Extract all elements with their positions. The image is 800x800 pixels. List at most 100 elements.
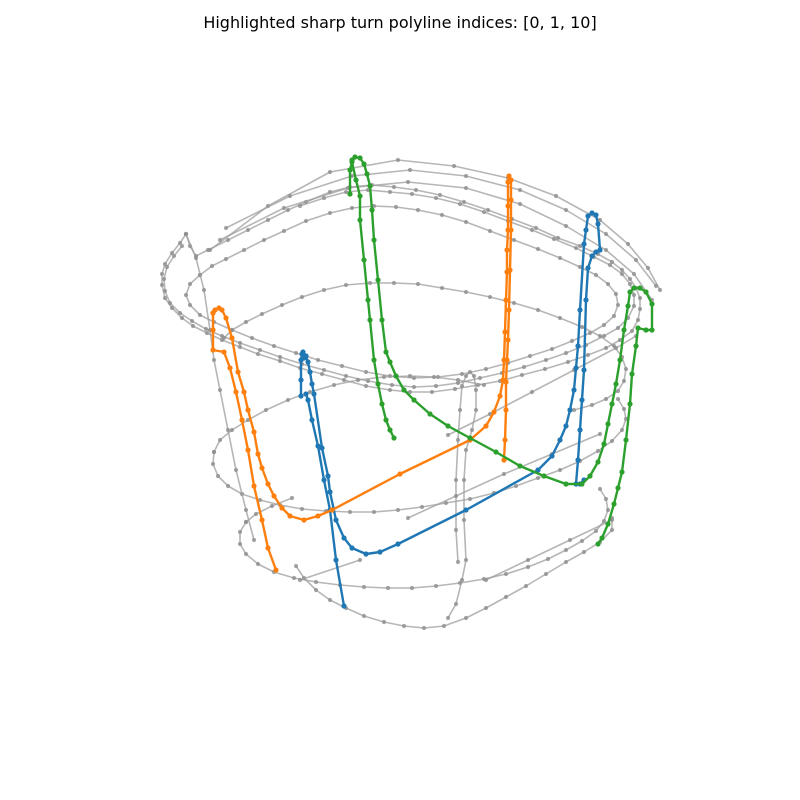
highlighted-point bbox=[210, 310, 216, 316]
highlighted-point bbox=[251, 483, 257, 489]
background-point bbox=[635, 317, 641, 323]
highlighted-point bbox=[353, 177, 359, 183]
background-point bbox=[563, 350, 569, 356]
highlighted-point bbox=[623, 437, 629, 443]
background-point bbox=[653, 283, 659, 289]
background-point bbox=[265, 217, 271, 223]
background-point bbox=[285, 207, 291, 213]
background-point bbox=[487, 294, 493, 300]
highlighted-point bbox=[349, 545, 355, 551]
background-point bbox=[183, 292, 189, 298]
background-point bbox=[601, 333, 607, 339]
highlighted-point bbox=[507, 267, 513, 273]
highlighted-point bbox=[371, 237, 377, 243]
highlighted-point bbox=[579, 481, 585, 487]
highlighted-point bbox=[599, 535, 605, 541]
background-polyline bbox=[245, 497, 293, 523]
highlighted-point bbox=[633, 343, 639, 349]
background-polyline bbox=[295, 518, 613, 629]
background-point bbox=[615, 302, 621, 308]
background-point bbox=[631, 303, 637, 309]
highlighted-point bbox=[371, 357, 377, 363]
highlighted-point bbox=[333, 517, 339, 523]
background-point bbox=[321, 287, 327, 293]
background-point bbox=[197, 312, 203, 318]
highlighted-point bbox=[251, 429, 257, 435]
background-point bbox=[535, 307, 541, 313]
highlighted-point bbox=[504, 357, 510, 363]
highlighted-point bbox=[309, 381, 315, 387]
highlighted-point bbox=[341, 535, 347, 541]
highlighted-point bbox=[567, 407, 573, 413]
background-point bbox=[603, 247, 609, 253]
highlighted-point bbox=[577, 307, 583, 313]
background-point bbox=[603, 231, 609, 237]
background-point bbox=[367, 280, 373, 286]
highlighted-point bbox=[273, 567, 279, 573]
highlighted-point bbox=[615, 485, 621, 491]
background-point bbox=[597, 431, 603, 437]
highlighted-point bbox=[579, 397, 585, 403]
background-point bbox=[631, 292, 637, 298]
background-point bbox=[381, 374, 387, 380]
background-point bbox=[431, 374, 437, 380]
background-point bbox=[481, 382, 487, 388]
background-point bbox=[459, 371, 465, 377]
background-point bbox=[385, 585, 391, 591]
background-point bbox=[363, 383, 369, 389]
highlighted-point bbox=[301, 517, 307, 523]
highlighted-point bbox=[619, 469, 625, 475]
highlighted-point bbox=[503, 297, 509, 303]
highlighted-point bbox=[497, 393, 503, 399]
background-point bbox=[459, 383, 465, 389]
highlighted-point bbox=[563, 481, 569, 487]
background-point bbox=[307, 389, 313, 395]
background-point bbox=[543, 571, 549, 577]
highlighted-point bbox=[387, 359, 393, 365]
background-point bbox=[607, 262, 613, 268]
background-point bbox=[413, 187, 419, 193]
background-polyline bbox=[213, 375, 485, 453]
highlighted-point bbox=[637, 285, 643, 291]
highlighted-point bbox=[617, 357, 623, 363]
background-point bbox=[525, 564, 531, 570]
highlighted-point bbox=[605, 421, 611, 427]
highlighted-point bbox=[649, 327, 655, 333]
background-point bbox=[409, 191, 415, 197]
background-point bbox=[343, 373, 349, 379]
background-point bbox=[455, 559, 461, 565]
background-point bbox=[319, 371, 325, 377]
background-point bbox=[637, 295, 643, 301]
background-point bbox=[535, 246, 541, 252]
background-point bbox=[529, 227, 535, 233]
background-point bbox=[327, 169, 333, 175]
background-point bbox=[281, 205, 287, 211]
background-point bbox=[637, 306, 643, 312]
highlighted-point bbox=[549, 453, 555, 459]
background-point bbox=[463, 185, 469, 191]
background-point bbox=[187, 302, 193, 308]
highlighted-point bbox=[303, 391, 309, 397]
background-point bbox=[433, 383, 439, 389]
background-point bbox=[221, 335, 227, 341]
highlighted-point bbox=[508, 177, 514, 183]
background-point bbox=[349, 205, 355, 211]
background-point bbox=[257, 347, 263, 353]
background-point bbox=[347, 509, 353, 515]
background-point bbox=[361, 613, 367, 619]
background-point bbox=[401, 623, 407, 629]
highlighted-point bbox=[427, 411, 433, 417]
highlighted-point bbox=[597, 247, 603, 253]
background-point bbox=[201, 287, 207, 293]
background-point bbox=[581, 549, 587, 555]
background-polyline bbox=[185, 233, 255, 541]
highlighted-point bbox=[379, 401, 385, 407]
background-point bbox=[193, 255, 199, 261]
highlighted-polylines bbox=[210, 154, 655, 609]
background-point bbox=[391, 184, 397, 190]
background-point bbox=[617, 337, 623, 343]
background-point bbox=[609, 259, 615, 265]
background-point bbox=[391, 280, 397, 286]
highlighted-point bbox=[593, 249, 599, 255]
background-point bbox=[619, 267, 625, 273]
